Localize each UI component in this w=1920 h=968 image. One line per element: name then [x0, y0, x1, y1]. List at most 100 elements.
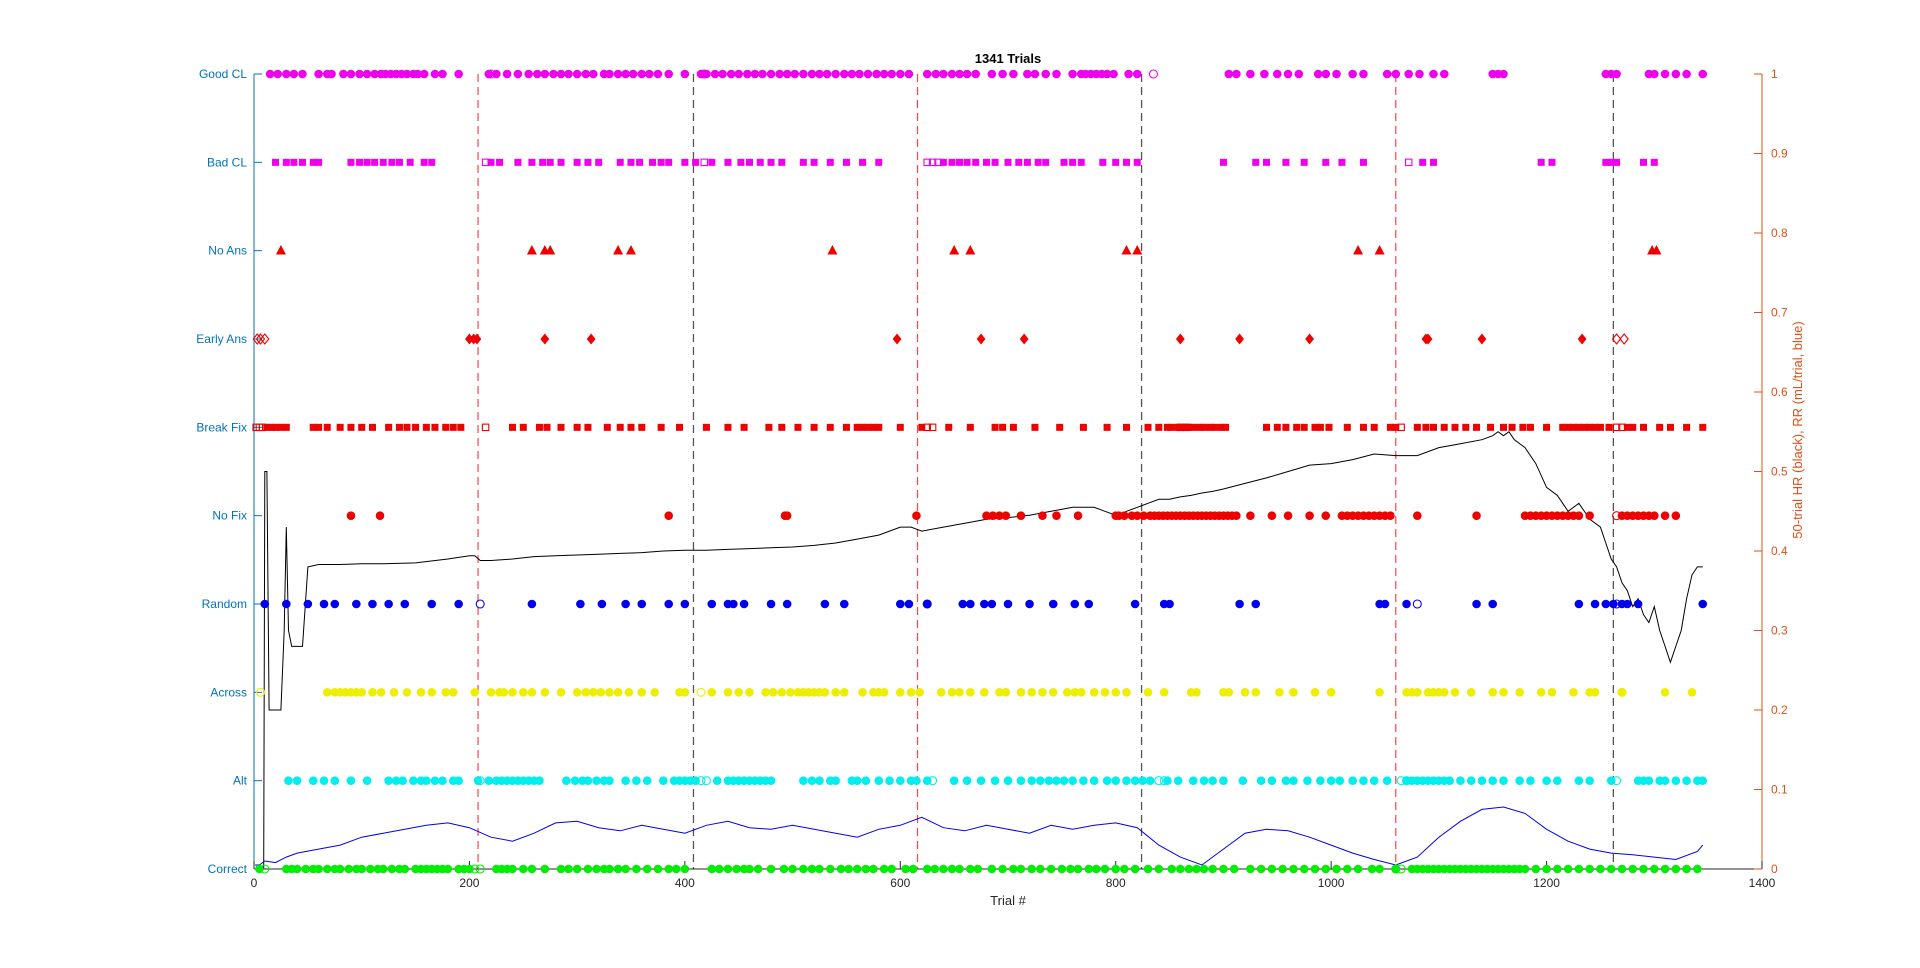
point-correct [973, 864, 983, 874]
point-across [1326, 688, 1336, 697]
point-across [322, 688, 332, 697]
point-break-fix-open [481, 423, 490, 432]
point-correct [518, 864, 528, 874]
point-good-cl [1132, 69, 1142, 79]
point-bad-cl [939, 158, 947, 166]
point-correct [1009, 864, 1018, 874]
point-break-fix-open [1618, 423, 1626, 432]
point-alt [330, 776, 340, 785]
point-across [745, 688, 754, 697]
point-correct [1299, 864, 1309, 874]
point-alt [1130, 776, 1140, 785]
point-random [352, 599, 361, 609]
point-correct [1693, 864, 1702, 874]
point-correct [671, 864, 681, 874]
left-tick-label: Correct [208, 862, 248, 876]
point-correct [314, 864, 323, 874]
point-no-fix [1073, 511, 1083, 520]
point-random [895, 599, 905, 609]
point-across [596, 688, 606, 697]
point-good-cl-open [1148, 69, 1158, 79]
point-bad-cl [1640, 158, 1648, 166]
point-across [508, 688, 517, 697]
point-break-fix [1122, 423, 1130, 431]
point-alt-open [1612, 776, 1622, 786]
point-alt [1089, 776, 1099, 785]
point-bad-cl [363, 158, 371, 166]
point-break-fix [509, 423, 517, 431]
point-alt [659, 776, 668, 785]
point-good-cl [807, 69, 817, 79]
point-break-fix [431, 423, 439, 431]
point-bad-cl [1252, 158, 1260, 166]
point-bad-cl [584, 158, 592, 166]
point-break-fix [347, 423, 355, 431]
point-bad-cl [496, 158, 504, 166]
point-bad-cl [1077, 158, 1085, 166]
point-across [613, 688, 623, 697]
point-correct [1066, 864, 1075, 874]
point-random [1698, 599, 1708, 609]
point-no-fix [1472, 511, 1481, 520]
point-good-cl [1313, 69, 1323, 79]
point-alt [1059, 776, 1069, 785]
point-alt-open [696, 776, 706, 786]
point-break-fix-open [1176, 423, 1185, 432]
point-break-fix [794, 423, 802, 431]
point-alt [284, 776, 293, 785]
point-good-cl [327, 69, 336, 79]
x-tick-label: 0 [251, 876, 258, 890]
point-across [1048, 688, 1058, 697]
point-good-cl [955, 69, 964, 79]
point-across [1076, 688, 1086, 697]
point-bad-cl [810, 158, 818, 166]
point-across [734, 688, 744, 697]
point-alt [1036, 776, 1045, 785]
axes: 0 200 400 600 800 1000 1200 1400 Correct Alt Acros… [196, 67, 1788, 890]
point-correct [1682, 864, 1691, 874]
point-no-fix [1232, 511, 1241, 520]
point-across [605, 688, 614, 697]
point-break-fix [1370, 423, 1378, 431]
point-good-cl [613, 69, 623, 79]
point-break-fix [1699, 423, 1707, 431]
point-good-cl [1041, 69, 1050, 79]
point-no-fix [375, 511, 385, 520]
point-good-cl [605, 69, 614, 79]
point-bad-cl [395, 158, 403, 166]
point-alt [398, 776, 407, 785]
point-across [1100, 688, 1110, 697]
point-across [1488, 688, 1498, 697]
point-break-fix [1499, 423, 1507, 431]
x-axis-label: Trial # [990, 893, 1026, 908]
point-across [1089, 688, 1099, 697]
point-good-cl [289, 69, 299, 79]
point-correct [572, 864, 582, 874]
point-random [621, 599, 630, 609]
point-bad-cl [272, 158, 280, 166]
point-no-fix [1052, 511, 1061, 520]
point-random [1590, 599, 1600, 609]
point-good-cl [1660, 69, 1670, 79]
point-alt-open [1159, 776, 1169, 786]
point-good-cl [355, 69, 364, 79]
point-correct [1184, 864, 1194, 874]
point-alt [861, 776, 871, 785]
point-good-cl [1671, 69, 1681, 79]
point-alt [885, 776, 894, 785]
point-random-open [1412, 599, 1422, 609]
point-bad-cl [636, 158, 644, 166]
point-across [376, 688, 386, 697]
point-good-cl [987, 69, 997, 79]
point-break-fix [724, 423, 732, 431]
point-correct [632, 864, 641, 874]
point-good-cl [1429, 69, 1438, 79]
point-good-cl [863, 69, 873, 79]
point-bad-cl-open [1404, 158, 1413, 167]
point-across [1375, 688, 1384, 697]
point-across [572, 688, 582, 697]
point-break-fix [1144, 423, 1152, 431]
point-no-ans [1121, 245, 1132, 255]
point-correct [1100, 864, 1110, 874]
point-across [955, 688, 964, 697]
